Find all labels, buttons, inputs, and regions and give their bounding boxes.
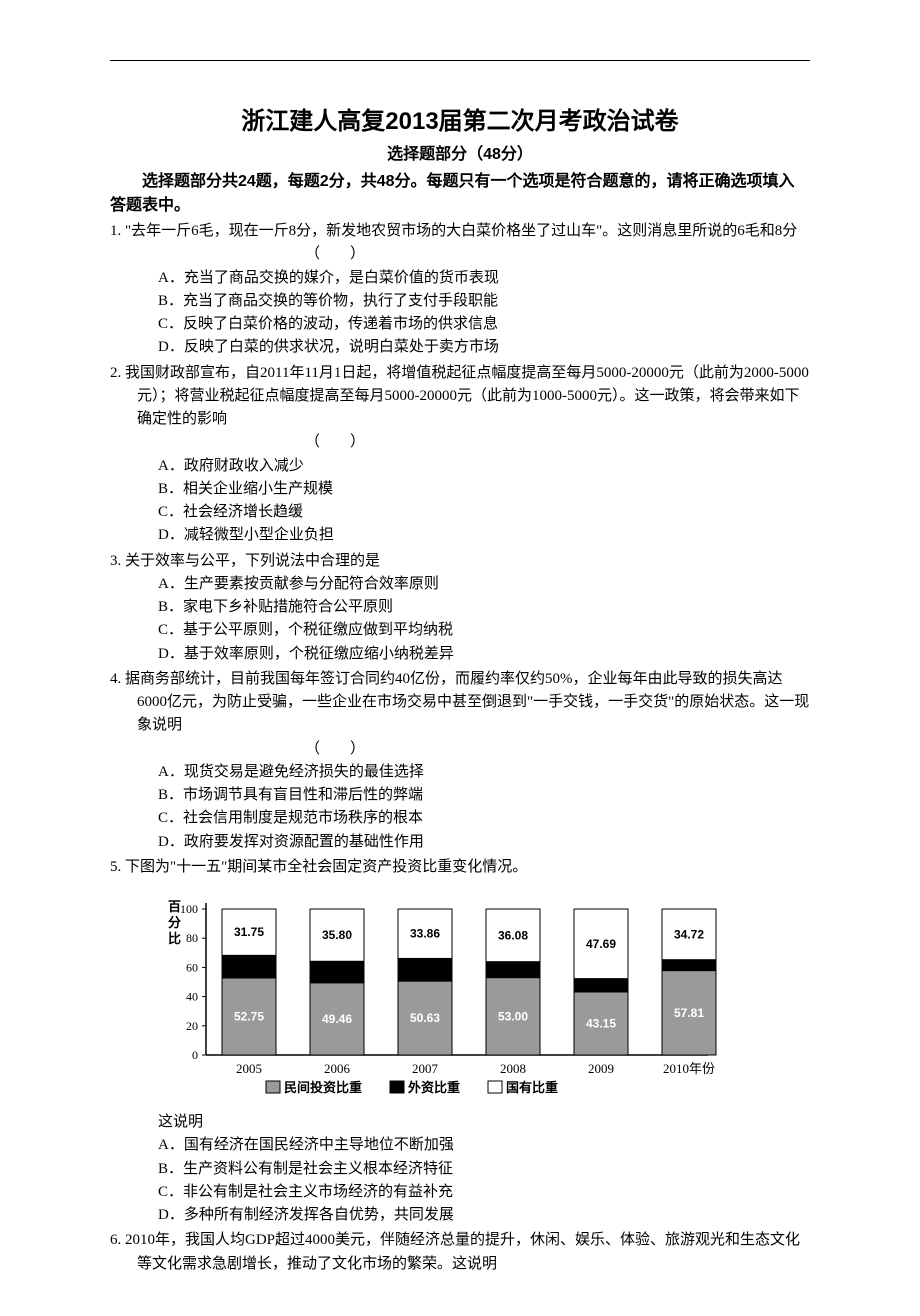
svg-text:34.72: 34.72 bbox=[674, 927, 704, 941]
question-stem: 3. 关于效率与公平，下列说法中合理的是 bbox=[110, 550, 810, 573]
option: A．生产要素按贡献参与分配符合效率原则 bbox=[158, 573, 810, 596]
option: B．家电下乡补贴措施符合公平原则 bbox=[158, 596, 810, 619]
option: C．基于公平原则，个税征缴应做到平均纳税 bbox=[158, 619, 810, 642]
option: D．多种所有制经济发挥各自优势，共同发展 bbox=[158, 1204, 810, 1227]
svg-text:43.15: 43.15 bbox=[586, 1017, 616, 1031]
question-stem: 4. 据商务部统计，目前我国每年签订合同约40亿份，而履约率仅约50%，企业每年… bbox=[110, 668, 810, 738]
option: B．相关企业缩小生产规模 bbox=[158, 478, 810, 501]
option: D．政府要发挥对资源配置的基础性作用 bbox=[158, 831, 810, 854]
top-rule bbox=[110, 60, 810, 61]
question: 2. 我国财政部宣布，自2011年11月1日起，将增值税起征点幅度提高至每月50… bbox=[110, 362, 810, 548]
svg-text:2007: 2007 bbox=[412, 1061, 439, 1076]
question: 4. 据商务部统计，目前我国每年签订合同约40亿份，而履约率仅约50%，企业每年… bbox=[110, 668, 810, 854]
svg-text:分: 分 bbox=[168, 915, 181, 930]
answer-paren: （ ） bbox=[110, 431, 810, 454]
option: A．现货交易是避免经济损失的最佳选择 bbox=[158, 761, 810, 784]
svg-text:80: 80 bbox=[186, 931, 198, 945]
svg-text:60: 60 bbox=[186, 960, 198, 974]
svg-text:35.80: 35.80 bbox=[322, 928, 352, 942]
svg-text:20: 20 bbox=[186, 1019, 198, 1033]
option: C．社会经济增长趋缓 bbox=[158, 501, 810, 524]
question: 3. 关于效率与公平，下列说法中合理的是A．生产要素按贡献参与分配符合效率原则B… bbox=[110, 550, 810, 666]
answer-paren: （ ） bbox=[110, 243, 810, 266]
questions-container: 1. "去年一斤6毛，现在一斤8分，新发地农贸市场的大白菜价格坐了过山车"。这则… bbox=[110, 220, 810, 1276]
options: A．现货交易是避免经济损失的最佳选择B．市场调节具有盲目性和滞后性的弊端C．社会… bbox=[110, 761, 810, 854]
svg-text:国有比重: 国有比重 bbox=[506, 1080, 558, 1095]
option: A．国有经济在国民经济中主导地位不断加强 bbox=[158, 1134, 810, 1157]
svg-text:0: 0 bbox=[192, 1048, 198, 1062]
svg-text:2010年份: 2010年份 bbox=[663, 1061, 715, 1076]
question-stem: 5. 下图为"十一五"期间某市全社会固定资产投资比重变化情况。 bbox=[110, 856, 810, 879]
svg-text:47.69: 47.69 bbox=[586, 937, 616, 951]
option: A．充当了商品交换的媒介，是白菜价值的货币表现 bbox=[158, 267, 810, 290]
options: A．政府财政收入减少B．相关企业缩小生产规模C．社会经济增长趋缓D．减轻微型小型… bbox=[110, 455, 810, 548]
question-stem: 1. "去年一斤6毛，现在一斤8分，新发地农贸市场的大白菜价格坐了过山车"。这则… bbox=[110, 220, 810, 243]
question-stem: 6. 2010年，我国人均GDP超过4000美元，伴随经济总量的提升，休闲、娱乐… bbox=[110, 1229, 810, 1276]
option: C．社会信用制度是规范市场秩序的根本 bbox=[158, 807, 810, 830]
option: A．政府财政收入减少 bbox=[158, 455, 810, 478]
option: B．生产资料公有制是社会主义根本经济特征 bbox=[158, 1158, 810, 1181]
svg-text:33.86: 33.86 bbox=[410, 927, 440, 941]
option: D．减轻微型小型企业负担 bbox=[158, 524, 810, 547]
option: C．非公有制是社会主义市场经济的有益补充 bbox=[158, 1181, 810, 1204]
svg-text:比: 比 bbox=[168, 931, 181, 946]
option: D．反映了白菜的供求状况，说明白菜处于卖方市场 bbox=[158, 336, 810, 359]
answer-paren: （ ） bbox=[110, 738, 810, 761]
svg-text:2008: 2008 bbox=[500, 1061, 526, 1076]
option: B．市场调节具有盲目性和滞后性的弊端 bbox=[158, 784, 810, 807]
svg-text:百: 百 bbox=[168, 899, 181, 914]
options: A．国有经济在国民经济中主导地位不断加强B．生产资料公有制是社会主义根本经济特征… bbox=[110, 1134, 810, 1227]
option: D．基于效率原则，个税征缴应缩小纳税差异 bbox=[158, 643, 810, 666]
svg-text:2006: 2006 bbox=[324, 1061, 351, 1076]
svg-text:36.08: 36.08 bbox=[498, 928, 528, 942]
svg-text:52.75: 52.75 bbox=[234, 1009, 264, 1023]
question-stem: 2. 我国财政部宣布，自2011年11月1日起，将增值税起征点幅度提高至每月50… bbox=[110, 362, 810, 432]
svg-text:31.75: 31.75 bbox=[234, 925, 264, 939]
question: 6. 2010年，我国人均GDP超过4000美元，伴随经济总量的提升，休闲、娱乐… bbox=[110, 1229, 810, 1276]
svg-text:53.00: 53.00 bbox=[498, 1009, 528, 1023]
exam-subtitle: 选择题部分（48分） bbox=[110, 140, 810, 164]
options: A．充当了商品交换的媒介，是白菜价值的货币表现B．充当了商品交换的等价物，执行了… bbox=[110, 267, 810, 360]
exam-title: 浙江建人高复2013届第二次月考政治试卷 bbox=[110, 101, 810, 136]
option: C．反映了白菜价格的波动，传递着市场的供求信息 bbox=[158, 313, 810, 336]
question: 1. "去年一斤6毛，现在一斤8分，新发地农贸市场的大白菜价格坐了过山车"。这则… bbox=[110, 220, 810, 360]
svg-text:2005: 2005 bbox=[236, 1061, 262, 1076]
svg-text:100: 100 bbox=[180, 902, 198, 916]
page: 浙江建人高复2013届第二次月考政治试卷 选择题部分（48分） 选择题部分共24… bbox=[0, 0, 920, 1316]
option: B．充当了商品交换的等价物，执行了支付手段职能 bbox=[158, 290, 810, 313]
svg-text:49.46: 49.46 bbox=[322, 1012, 352, 1026]
investment-chart: 0 20 40 60 80 100百分比 52.75 31.75 2005 49.46 35.80 2… bbox=[158, 885, 718, 1105]
svg-text:40: 40 bbox=[186, 990, 198, 1004]
svg-text:外资比重: 外资比重 bbox=[407, 1080, 460, 1095]
after-chart-lead: 这说明 bbox=[110, 1111, 810, 1134]
svg-text:2009: 2009 bbox=[588, 1061, 614, 1076]
svg-text:50.63: 50.63 bbox=[410, 1011, 440, 1025]
question: 5. 下图为"十一五"期间某市全社会固定资产投资比重变化情况。 0 20 40 60 80… bbox=[110, 856, 810, 1228]
exam-instruction: 选择题部分共24题，每题2分，共48分。每题只有一个选项是符合题意的，请将正确选… bbox=[110, 170, 810, 218]
svg-text:57.81: 57.81 bbox=[674, 1006, 704, 1020]
options: A．生产要素按贡献参与分配符合效率原则B．家电下乡补贴措施符合公平原则C．基于公… bbox=[110, 573, 810, 666]
chart-container: 0 20 40 60 80 100百分比 52.75 31.75 2005 49.46 35.80 2… bbox=[110, 885, 810, 1105]
svg-text:民间投资比重: 民间投资比重 bbox=[284, 1080, 362, 1095]
